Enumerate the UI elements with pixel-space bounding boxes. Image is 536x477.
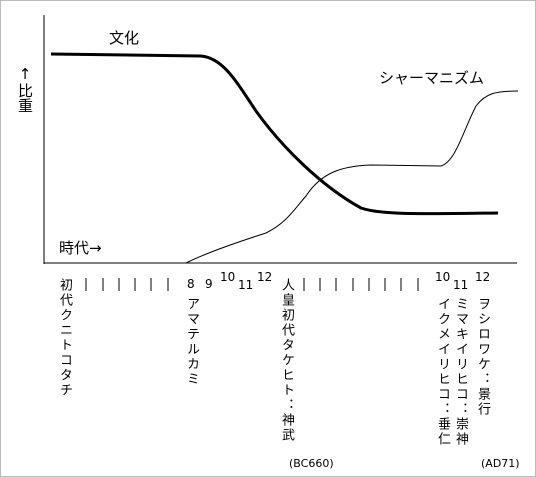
- x-label: 時代→: [59, 239, 102, 257]
- generation-number: 9: [205, 277, 213, 291]
- generation-number: 10: [435, 270, 451, 284]
- generation-name: ヲシロワケ：景行: [475, 297, 490, 417]
- y-label: ↑比重: [16, 65, 34, 113]
- date-note: (AD71): [481, 457, 520, 470]
- generation-number: 11: [453, 278, 469, 292]
- generation-name: アマテルカミ: [184, 297, 199, 387]
- culture-curve: [50, 52, 499, 216]
- tick-marks: [85, 278, 419, 291]
- generation-number: 11: [238, 278, 254, 292]
- generation-number: 12: [257, 270, 273, 284]
- curve-label: 文化: [109, 29, 140, 47]
- generation-number: 8: [187, 277, 195, 291]
- date-note: (BC660): [289, 457, 334, 470]
- shamanism-curve: [185, 90, 519, 264]
- generation-name: 人皇初代タケヒト：神武: [279, 278, 294, 443]
- generation-number: 12: [475, 270, 491, 284]
- generation-name: イクメイリヒコ：垂仁: [435, 297, 450, 447]
- generation-number: 10: [220, 270, 236, 284]
- curve-label: シャーマニズム: [379, 69, 485, 87]
- generation-name: 初代クニトコタチ: [57, 278, 72, 398]
- generation-name: ミマキイリヒコ：崇神: [453, 297, 468, 447]
